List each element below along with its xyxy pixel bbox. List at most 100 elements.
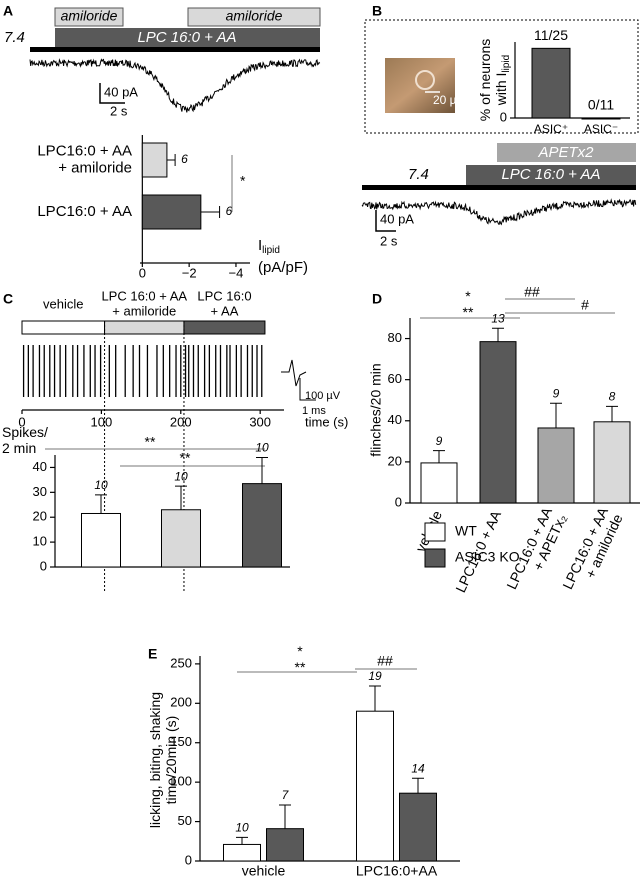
neuron-photo bbox=[385, 58, 455, 113]
n-label: 14 bbox=[411, 761, 425, 775]
y-tick-label: 20 bbox=[388, 453, 402, 468]
scale-label: 40 pA bbox=[104, 84, 138, 99]
x-axis-label: Ilipid bbox=[258, 237, 280, 256]
drug-bar bbox=[497, 143, 636, 162]
epoch-label: LPC 16:0 + AA + amiloride bbox=[101, 289, 187, 319]
y-tick-label: 0 bbox=[185, 852, 192, 867]
scale-label: 1 ms bbox=[302, 405, 326, 417]
x-tick-label: vehicle bbox=[242, 863, 286, 879]
x-tick-label: LPC16:0+AA bbox=[356, 863, 438, 879]
ph-label: 7.4 bbox=[4, 29, 25, 46]
error-bar bbox=[606, 405, 618, 422]
x-tick-label: 200 bbox=[170, 414, 192, 429]
ph-label: 7.4 bbox=[408, 166, 429, 183]
bar bbox=[81, 512, 121, 568]
y-axis-label: Spikes/2 min bbox=[2, 424, 48, 456]
legend-label: WT bbox=[455, 523, 477, 539]
y-tick-label: 250 bbox=[170, 655, 192, 670]
current-trace bbox=[29, 58, 321, 113]
y-tick-label: 20 bbox=[33, 509, 47, 524]
y-tick-label: LPC16:0 + AA bbox=[37, 203, 132, 220]
panel-label: E bbox=[148, 646, 157, 662]
y-tick-label: 0 bbox=[395, 494, 402, 509]
epoch-bar bbox=[21, 320, 106, 335]
error-bar bbox=[412, 777, 424, 794]
scale-label: 100 µV bbox=[305, 390, 341, 402]
scale-bar bbox=[375, 210, 396, 232]
error-bar bbox=[200, 206, 221, 218]
subscript: lipid bbox=[262, 245, 280, 256]
x-axis-unit: (pA/pF) bbox=[258, 259, 308, 276]
legend-swatch bbox=[424, 548, 446, 568]
scale-label: 2 s bbox=[380, 233, 398, 248]
y-tick-label: 30 bbox=[33, 484, 47, 499]
drug-label: LPC 16:0 + AA bbox=[137, 29, 236, 46]
n-label: 19 bbox=[368, 669, 382, 683]
n-label: 6 bbox=[181, 152, 188, 166]
neuron-photo bbox=[415, 70, 435, 90]
panel-label: B bbox=[372, 3, 382, 19]
bar bbox=[399, 792, 437, 862]
n-label: 13 bbox=[491, 311, 505, 325]
x-tick-label: 100 bbox=[91, 414, 113, 429]
x-tick-label: −4 bbox=[229, 265, 244, 280]
legend-swatch bbox=[424, 522, 446, 542]
significance: ## bbox=[524, 284, 540, 300]
drug-bar bbox=[55, 28, 320, 47]
bar bbox=[242, 483, 282, 568]
y-axis-label: flinches/20 min bbox=[368, 363, 384, 456]
significance: * ** bbox=[295, 643, 306, 675]
y-tick-label: 200 bbox=[170, 695, 192, 710]
y-tick-label: 60 bbox=[388, 371, 402, 386]
y-tick-label: 0 bbox=[500, 109, 507, 124]
significance: * bbox=[240, 173, 246, 189]
y-axis-label: licking, biting, shakingtime/20min (s) bbox=[147, 692, 179, 828]
value-label: 0/11 bbox=[588, 97, 614, 113]
significance: # bbox=[581, 297, 589, 313]
error-bar bbox=[433, 450, 445, 463]
n-label: 9 bbox=[436, 434, 443, 448]
error-bar bbox=[279, 804, 291, 829]
scale-bar bbox=[99, 83, 125, 104]
y-tick-label: 40 bbox=[388, 412, 402, 427]
y-tick-label: 150 bbox=[170, 734, 192, 749]
spike-waveform bbox=[281, 359, 307, 387]
x-tick-label: ASIC⁺ bbox=[534, 122, 568, 136]
n-label: 10 bbox=[255, 441, 269, 455]
n-label: 9 bbox=[553, 386, 560, 400]
y-axis-label: % of neuronswith Ilipid bbox=[477, 39, 512, 122]
n-label: 7 bbox=[282, 788, 290, 802]
n-label: 10 bbox=[94, 478, 108, 492]
subscript: lipid bbox=[501, 55, 512, 73]
drug-label: amiloride bbox=[61, 8, 118, 24]
epoch-label: vehicle bbox=[43, 296, 83, 311]
error-bar bbox=[175, 485, 187, 510]
bar bbox=[161, 509, 201, 568]
y-tick-label: 40 bbox=[33, 459, 47, 474]
value-label: 11/25 bbox=[534, 27, 568, 43]
scale-label: 2 s bbox=[110, 103, 128, 118]
significance: * ** bbox=[463, 288, 474, 320]
bar bbox=[223, 843, 261, 862]
bar bbox=[531, 47, 571, 119]
ph-bar bbox=[362, 185, 636, 190]
epoch-label: LPC 16:0 + AA bbox=[197, 289, 251, 319]
error-bar bbox=[95, 494, 107, 514]
x-tick-label: 300 bbox=[249, 414, 271, 429]
drug-label: LPC 16:0 + AA bbox=[501, 166, 600, 183]
bar bbox=[356, 710, 394, 862]
inset-box bbox=[364, 19, 639, 134]
y-tick-label: 80 bbox=[388, 330, 402, 345]
n-label: 6 bbox=[226, 204, 233, 218]
bar bbox=[266, 828, 304, 862]
bar bbox=[420, 462, 458, 504]
n-label: 10 bbox=[174, 469, 188, 483]
error-bar bbox=[166, 154, 176, 166]
scale-label: 20 µm bbox=[433, 93, 467, 107]
panel-label: A bbox=[3, 3, 13, 19]
y-tick-label: 10 bbox=[33, 534, 47, 549]
n-label: 8 bbox=[609, 390, 616, 404]
drug-bar bbox=[54, 7, 124, 27]
error-bar bbox=[256, 456, 268, 484]
ph-bar bbox=[30, 47, 320, 52]
